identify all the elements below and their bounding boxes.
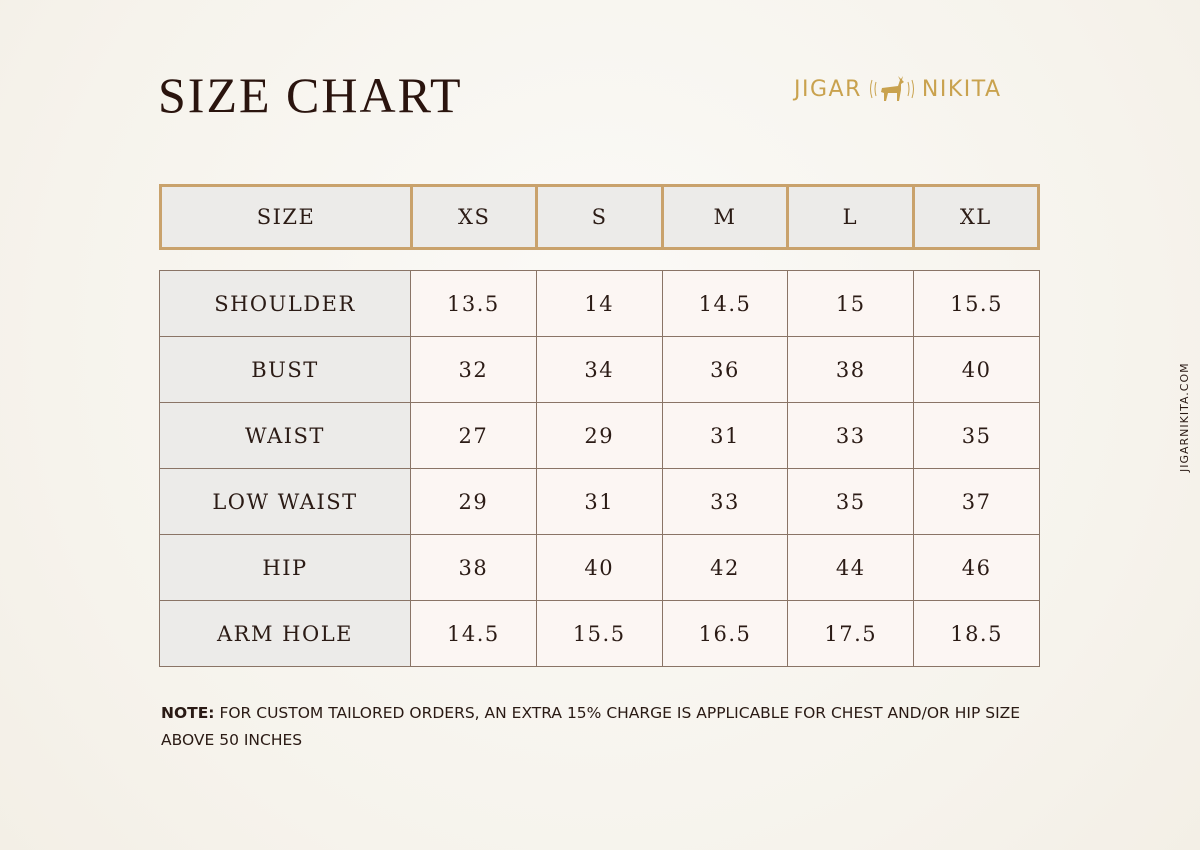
table-row: ARM HOLE 14.5 15.5 16.5 17.5 18.5 — [159, 600, 1040, 667]
measurements-table: SHOULDER 13.5 14 14.5 15 15.5 BUST 32 34 36 38 40 WA… — [159, 270, 1040, 667]
measurement-cell: 42 — [661, 534, 789, 601]
row-label: BUST — [159, 336, 411, 403]
measurement-cell: 17.5 — [787, 600, 915, 667]
measurement-cell: 33 — [787, 402, 915, 469]
table-row: WAIST 27 29 31 33 35 — [159, 402, 1040, 469]
measurement-cell: 14.5 — [410, 600, 537, 667]
measurement-cell: 32 — [410, 336, 537, 403]
measurement-cell: 29 — [410, 468, 537, 535]
measurement-cell: 40 — [535, 534, 663, 601]
row-label: SHOULDER — [159, 270, 411, 337]
measurement-cell: 31 — [661, 402, 789, 469]
row-label: ARM HOLE — [159, 600, 411, 667]
measurement-cell: 33 — [661, 468, 789, 535]
table-row: LOW WAIST 29 31 33 35 37 — [159, 468, 1040, 535]
header-l: L — [786, 185, 914, 249]
measurement-cell: 35 — [913, 402, 1040, 469]
measurement-cell: 37 — [913, 468, 1040, 535]
row-label: LOW WAIST — [159, 468, 411, 535]
measurement-cell: 35 — [787, 468, 915, 535]
measurement-cell: 14 — [535, 270, 663, 337]
measurement-cell: 16.5 — [661, 600, 789, 667]
note-text: FOR CUSTOM TAILORED ORDERS, AN EXTRA 15%… — [161, 704, 1021, 749]
header-m: M — [660, 185, 788, 249]
measurement-cell: 34 — [535, 336, 663, 403]
row-label: HIP — [159, 534, 411, 601]
website-url: JIGARNIKITA.COM — [1178, 362, 1191, 472]
measurement-cell: 46 — [913, 534, 1040, 601]
table-row: BUST 32 34 36 38 40 — [159, 336, 1040, 403]
measurement-cell: 27 — [410, 402, 537, 469]
measurement-cell: 15.5 — [535, 600, 663, 667]
measurement-cell: 18.5 — [913, 600, 1040, 667]
measurement-cell: 40 — [913, 336, 1040, 403]
note-label: NOTE: — [161, 704, 215, 722]
header-s: S — [535, 185, 663, 249]
measurement-cell: 31 — [535, 468, 663, 535]
row-label: WAIST — [159, 402, 411, 469]
brand-logo: JIGAR NIKITA — [794, 74, 1002, 104]
measurement-cell: 15.5 — [913, 270, 1040, 337]
deer-icon — [869, 76, 914, 101]
page-title: SIZE CHART — [158, 67, 463, 123]
measurement-cell: 44 — [787, 534, 915, 601]
measurement-cell: 15 — [787, 270, 915, 337]
measurement-cell: 14.5 — [661, 270, 789, 337]
note: NOTE: FOR CUSTOM TAILORED ORDERS, AN EXT… — [161, 700, 1061, 754]
brand-name-right: NIKITA — [921, 76, 1002, 102]
table-row: HIP 38 40 42 44 46 — [159, 534, 1040, 601]
brand-name-left: JIGAR — [794, 76, 862, 102]
table-row: SHOULDER 13.5 14 14.5 15 15.5 — [159, 270, 1040, 337]
measurement-cell: 38 — [410, 534, 537, 601]
size-header-row: SIZE XS S M L XL — [159, 184, 1040, 250]
measurement-cell: 36 — [661, 336, 789, 403]
measurement-cell: 13.5 — [410, 270, 537, 337]
header-size: SIZE — [160, 185, 412, 249]
measurement-cell: 38 — [787, 336, 915, 403]
header-xl: XL — [911, 185, 1039, 249]
header-xs: XS — [409, 185, 537, 249]
measurement-cell: 29 — [535, 402, 663, 469]
